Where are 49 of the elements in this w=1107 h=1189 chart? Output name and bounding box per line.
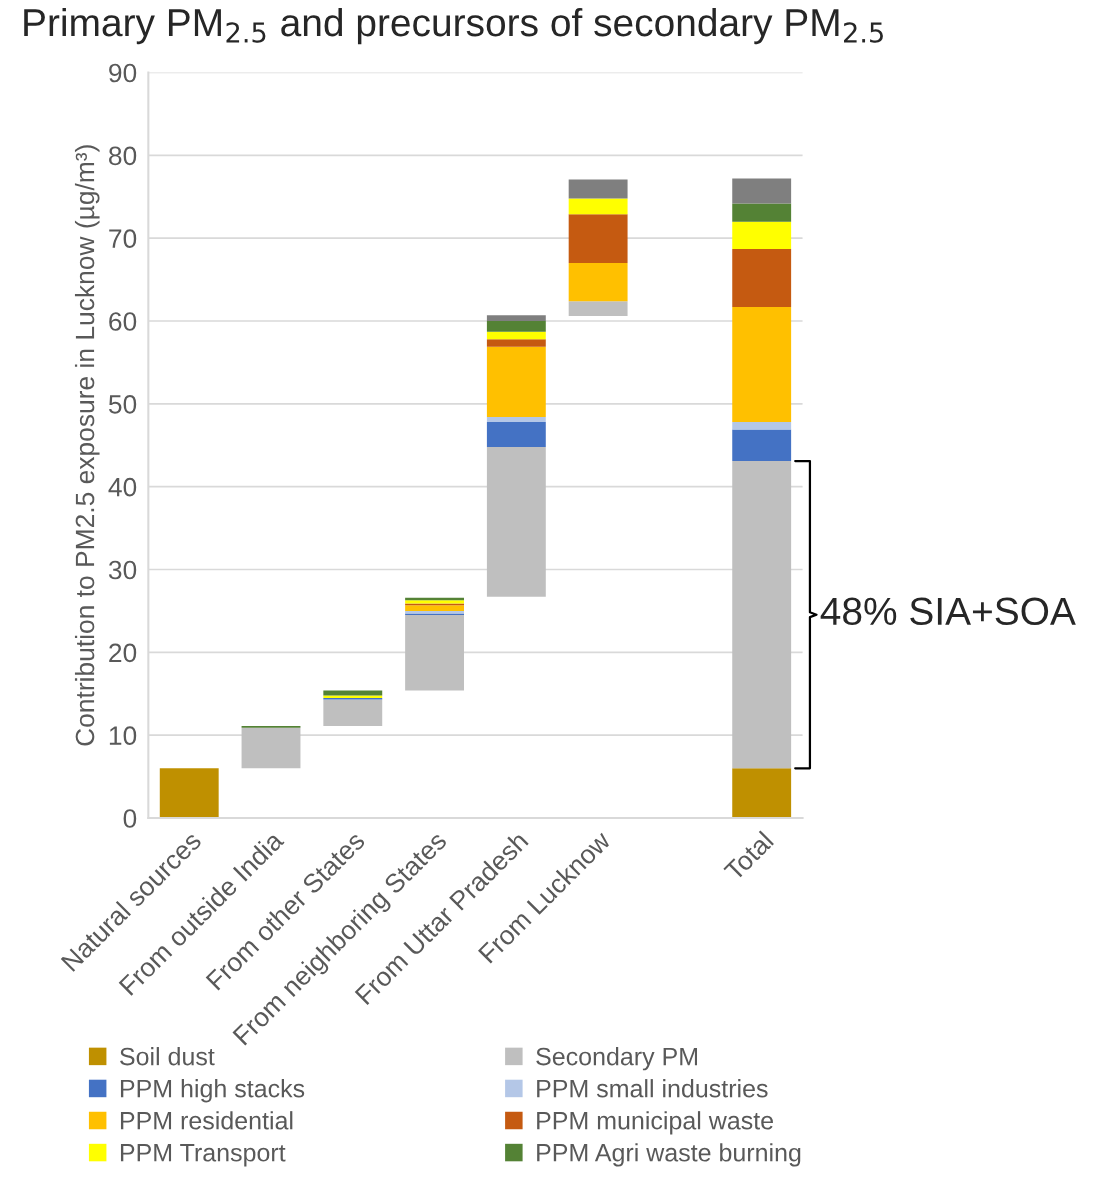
bar (486, 422, 546, 447)
legend-label: PPM municipal waste (537, 1111, 773, 1135)
bar (486, 315, 546, 322)
y-tick-label: 10 (109, 726, 137, 746)
bar (732, 248, 792, 307)
bar (486, 339, 546, 347)
bar (159, 768, 219, 819)
bar (486, 446, 546, 597)
legend-label: Soil dust (120, 1047, 215, 1066)
bar (405, 605, 465, 611)
chart-title: Primary PM$_{2.5}$ and precursors of secondary PM$_{2.5}$ (24, 7, 883, 45)
bar (323, 699, 383, 727)
legend-label: Secondary PM (536, 1047, 698, 1071)
y-tick-label: 30 (108, 560, 137, 580)
legend-label: PPM high stacks (120, 1079, 305, 1103)
bar (568, 198, 628, 215)
y-tick-label: 60 (109, 312, 137, 331)
bar (323, 690, 383, 696)
y-tick-label: 50 (108, 395, 137, 414)
bar (405, 615, 465, 691)
bar (732, 306, 792, 423)
legend-label: PPM residential (120, 1111, 293, 1130)
legend-label: PPM Agri waste burning (537, 1143, 801, 1167)
bar (732, 178, 792, 204)
y-tick-label: 0 (123, 809, 137, 828)
bar (486, 417, 546, 423)
text: 48% SIA+SOA (820, 597, 1076, 626)
bar (241, 727, 301, 769)
bar (732, 422, 792, 430)
bar (486, 321, 546, 332)
y-tick-label: 20 (109, 643, 137, 663)
y-tick-label: 90 (109, 63, 137, 83)
bar (568, 301, 628, 317)
bar (732, 221, 792, 249)
legend-label: PPM Transport (120, 1144, 286, 1167)
bar (732, 461, 792, 769)
y-tick-label: 70 (109, 229, 137, 249)
bar (732, 203, 792, 222)
bar (568, 179, 628, 199)
legend-label: PPM small industries (537, 1079, 768, 1098)
y-tick-label: 40 (108, 477, 137, 497)
bar (568, 263, 628, 302)
y-axis-title: Contribution to PM2.5 exposure in Lucknow (µg/m³) (74, 145, 100, 746)
y-tick-label: 80 (109, 146, 137, 166)
bar (732, 768, 792, 819)
bar (486, 331, 546, 340)
bar (568, 214, 628, 264)
bar (732, 429, 792, 462)
bar (486, 346, 546, 418)
